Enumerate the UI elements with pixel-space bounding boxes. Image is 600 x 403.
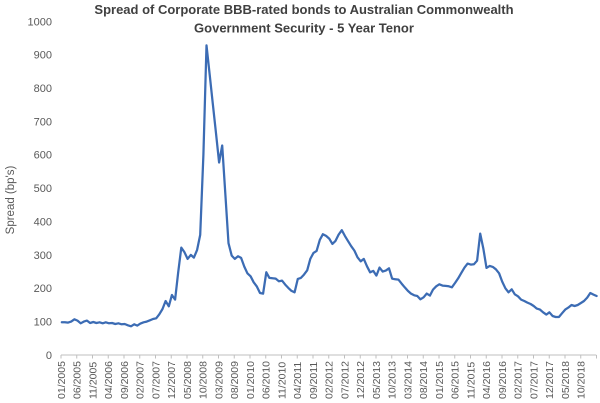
svg-text:500: 500 xyxy=(34,183,52,195)
svg-text:1000: 1000 xyxy=(28,16,52,28)
svg-text:03/2009: 03/2009 xyxy=(213,361,225,399)
svg-text:10/2018: 10/2018 xyxy=(576,361,588,399)
svg-text:05/2008: 05/2008 xyxy=(182,361,194,399)
svg-text:200: 200 xyxy=(34,283,52,295)
svg-text:02/2017: 02/2017 xyxy=(513,361,525,399)
svg-text:800: 800 xyxy=(34,83,52,95)
svg-text:08/2009: 08/2009 xyxy=(229,361,241,399)
svg-text:300: 300 xyxy=(34,250,52,262)
svg-text:10/2008: 10/2008 xyxy=(198,361,210,399)
svg-text:Spread of Corporate BBB-rated: Spread of Corporate BBB-rated bonds to A… xyxy=(94,2,513,17)
svg-text:04/2011: 04/2011 xyxy=(292,362,304,399)
svg-text:400: 400 xyxy=(34,217,52,229)
svg-text:07/2012: 07/2012 xyxy=(339,361,351,399)
svg-text:10/2013: 10/2013 xyxy=(387,361,399,399)
svg-text:06/2010: 06/2010 xyxy=(261,361,273,399)
svg-text:04/2006: 04/2006 xyxy=(103,361,115,399)
svg-text:05/2018: 05/2018 xyxy=(560,361,572,399)
svg-text:01/2010: 01/2010 xyxy=(245,361,257,399)
svg-text:11/2005: 11/2005 xyxy=(87,362,99,399)
svg-text:02/2007: 02/2007 xyxy=(135,361,147,399)
svg-text:03/2014: 03/2014 xyxy=(402,361,414,399)
svg-text:100: 100 xyxy=(34,317,52,329)
svg-text:11/2010: 11/2010 xyxy=(276,362,288,399)
svg-text:05/2013: 05/2013 xyxy=(371,361,383,399)
svg-text:09/2011: 09/2011 xyxy=(308,362,320,399)
svg-text:600: 600 xyxy=(34,150,52,162)
svg-text:900: 900 xyxy=(34,50,52,62)
svg-text:06/2005: 06/2005 xyxy=(72,361,84,399)
svg-text:01/2005: 01/2005 xyxy=(56,361,68,399)
svg-text:09/2016: 09/2016 xyxy=(497,361,509,399)
svg-text:12/2012: 12/2012 xyxy=(355,361,367,399)
svg-text:12/2007: 12/2007 xyxy=(166,361,178,399)
svg-text:0: 0 xyxy=(46,350,52,362)
svg-text:02/2012: 02/2012 xyxy=(324,361,336,399)
svg-text:08/2014: 08/2014 xyxy=(418,361,430,399)
svg-text:11/2015: 11/2015 xyxy=(465,362,477,399)
svg-text:01/2015: 01/2015 xyxy=(434,361,446,399)
svg-text:12/2017: 12/2017 xyxy=(544,361,556,399)
svg-text:07/2017: 07/2017 xyxy=(528,361,540,399)
svg-text:06/2015: 06/2015 xyxy=(450,361,462,399)
svg-text:Spread (bp's): Spread (bp's) xyxy=(5,165,17,234)
svg-text:700: 700 xyxy=(34,116,52,128)
svg-text:Government Security - 5 Year T: Government Security - 5 Year Tenor xyxy=(194,21,414,36)
svg-text:09/2006: 09/2006 xyxy=(119,361,131,399)
svg-text:04/2016: 04/2016 xyxy=(481,361,493,399)
svg-text:07/2007: 07/2007 xyxy=(150,361,162,399)
